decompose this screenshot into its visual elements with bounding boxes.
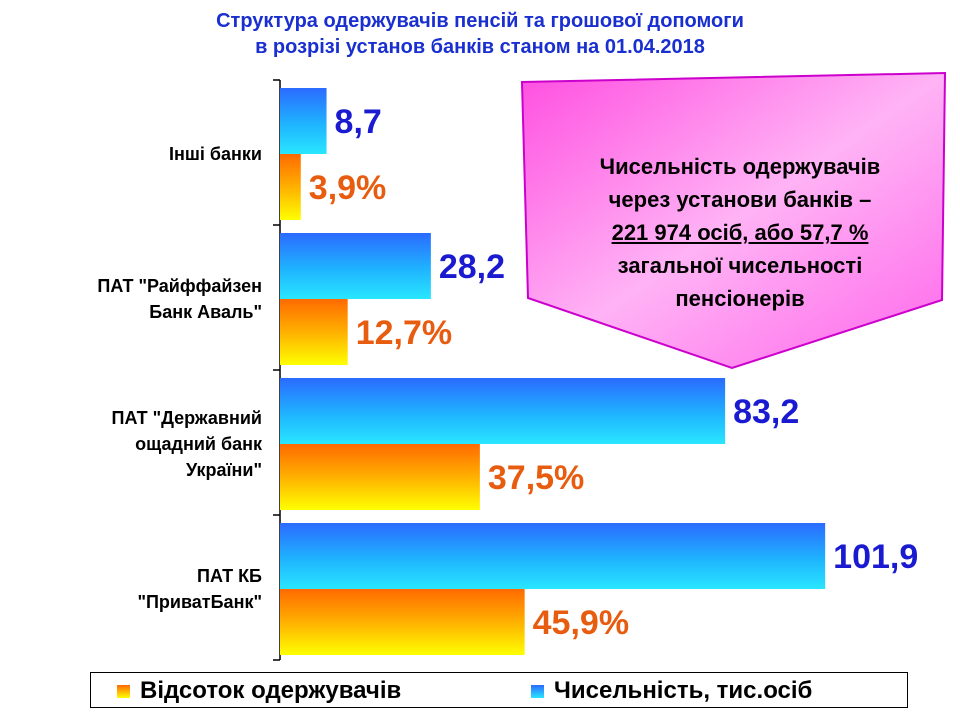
legend: Відсоток одержувачів Чисельність, тис.ос… [90, 672, 908, 708]
bar-count-3 [280, 523, 826, 589]
category-label-2: ПАТ "Державний ощадний банк України" [112, 408, 263, 480]
labels-layer: 8,7 3,9% 28,2 12,7% 83,2 37,5% 101,9 45,9% [309, 103, 918, 642]
callout-layer [520, 71, 947, 370]
bar-percent-3 [280, 589, 525, 655]
callout-line-2: через установи банків – [608, 187, 872, 212]
category-label-line: ПАТ КБ [197, 566, 262, 586]
data-label-count-3: 101,9 [833, 538, 918, 576]
callout-line-3: 221 974 осіб, або 57,7 % [611, 220, 869, 245]
legend-swatch-percent [117, 685, 130, 699]
bars-layer [280, 88, 826, 655]
category-label-line: України" [186, 460, 262, 480]
legend-label-percent: Відсоток одержувачів [140, 677, 402, 704]
bar-count-2 [280, 378, 726, 444]
callout-line-1: Чисельність одержувачів [599, 154, 881, 179]
legend-item-count: Чисельність, тис.осіб [531, 677, 812, 705]
bar-count-1 [280, 233, 431, 299]
category-label-line: ощадний банк [135, 434, 263, 454]
legend-item-percent: Відсоток одержувачів [117, 677, 401, 705]
callout-line-5: пенсіонерів [675, 286, 805, 311]
legend-swatch-count [531, 685, 544, 699]
callout-text: Чисельність одержувачів через установи б… [540, 150, 940, 315]
chart-title-line-2: в розрізі установ банків станом на 01.04… [255, 36, 705, 58]
data-label-percent-2: 37,5% [488, 459, 584, 497]
category-label-line: ПАТ "Державний [112, 408, 262, 428]
data-label-count-2: 83,2 [733, 393, 799, 431]
category-label-3: ПАТ КБ "ПриватБанк" [137, 566, 262, 612]
data-label-percent-0: 3,9% [309, 169, 387, 207]
legend-label-count: Чисельність, тис.осіб [554, 677, 813, 704]
callout-line-4: загальної чисельності [617, 253, 863, 278]
data-label-percent-1: 12,7% [356, 314, 452, 352]
data-label-count-0: 8,7 [335, 103, 382, 141]
category-label-line: Інші банки [169, 144, 262, 164]
callout-arrow-shape [520, 71, 947, 370]
chart-title-line-1: Структура одержувачів пенсій та грошової… [216, 10, 744, 32]
category-label-line: ПАТ "Райффайзен [97, 276, 262, 296]
data-label-count-1: 28,2 [439, 248, 505, 286]
data-label-percent-3: 45,9% [533, 604, 629, 642]
category-label-line: "ПриватБанк" [137, 592, 262, 612]
bar-percent-2 [280, 444, 480, 510]
bar-count-0 [280, 88, 327, 154]
category-label-0: Інші банки [169, 144, 262, 164]
bar-percent-1 [280, 299, 348, 365]
category-label-line: Банк Аваль" [149, 302, 262, 322]
bar-percent-0 [280, 154, 301, 220]
category-label-1: ПАТ "Райффайзен Банк Аваль" [97, 276, 262, 322]
